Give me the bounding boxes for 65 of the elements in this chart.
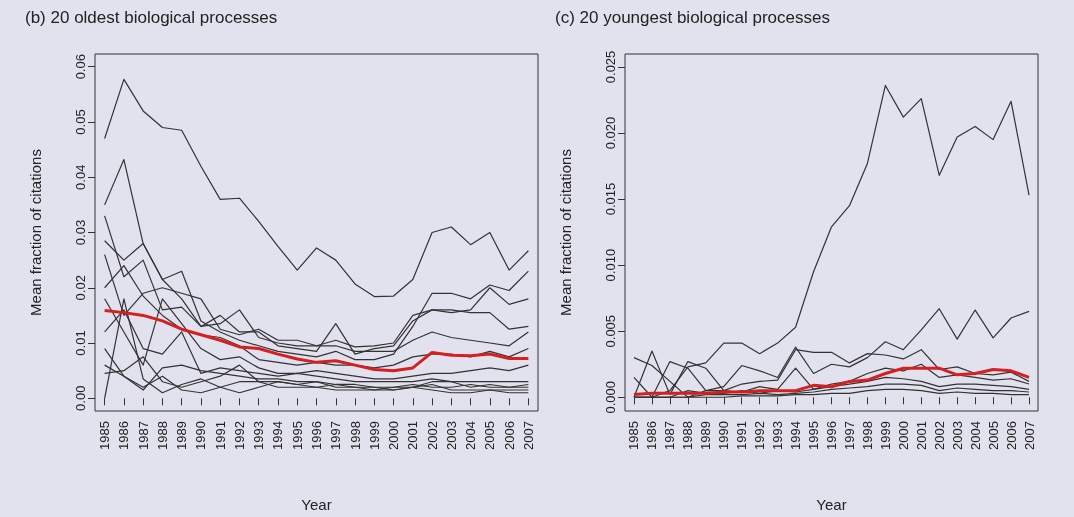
- x-tick-label: 1996: [824, 421, 839, 450]
- x-tick-label: 1994: [788, 421, 804, 450]
- y-tick-label: 0.06: [73, 54, 88, 80]
- x-tick-label: 2001: [913, 421, 929, 450]
- x-tick-label: 1992: [752, 421, 768, 450]
- x-tick-label: 1999: [877, 421, 893, 450]
- x-tick-label: 1987: [135, 421, 151, 450]
- y-tick-label: 0.01: [73, 330, 88, 356]
- x-tick-label: 2006: [1003, 421, 1019, 450]
- x-tick-label: 1988: [154, 421, 170, 450]
- x-tick-label: 1993: [251, 421, 267, 450]
- x-tick-label: 1997: [841, 421, 857, 450]
- y-tick-label: 0.010: [603, 248, 618, 282]
- x-tick-label: 2002: [424, 421, 440, 450]
- x-tick-label: 1995: [289, 421, 305, 450]
- x-tick-label: 1991: [212, 421, 228, 450]
- x-tick-label: 2003: [949, 421, 965, 450]
- y-tick-label: 0.02: [73, 275, 88, 301]
- y-tick-label: 0.05: [73, 109, 88, 135]
- x-tick-label: 1986: [644, 421, 660, 450]
- x-tick-label: 2005: [482, 421, 498, 450]
- x-tick-label: 1988: [680, 421, 696, 450]
- x-tick-label: 2005: [985, 421, 1001, 450]
- x-tick-label: 1992: [231, 421, 247, 450]
- x-axis-title: Year: [301, 496, 332, 513]
- chart-title: (c) 20 youngest biological processes: [555, 8, 830, 27]
- y-axis-title: Mean fraction of citations: [27, 149, 44, 316]
- x-tick-label: 1998: [347, 421, 363, 450]
- x-tick-label: 2003: [443, 421, 459, 450]
- x-tick-label: 2000: [386, 421, 402, 450]
- y-tick-label: 0.005: [603, 314, 618, 348]
- x-tick-label: 1998: [859, 421, 875, 450]
- y-tick-label: 0.04: [73, 164, 88, 190]
- x-tick-label: 1985: [626, 421, 642, 450]
- x-tick-label: 1996: [309, 421, 324, 450]
- x-tick-label: 1993: [770, 421, 786, 450]
- x-tick-label: 1986: [116, 421, 132, 450]
- x-tick-label: 2004: [463, 421, 479, 450]
- x-tick-label: 2004: [967, 421, 983, 450]
- y-tick-label: 0.00: [73, 385, 88, 411]
- x-tick-label: 2007: [520, 421, 536, 450]
- y-tick-label: 0.015: [603, 182, 618, 216]
- x-tick-label: 1997: [328, 421, 344, 450]
- x-tick-label: 2007: [1021, 421, 1037, 450]
- y-axis-title: Mean fraction of citations: [557, 149, 574, 316]
- x-tick-label: 1989: [698, 421, 714, 450]
- x-tick-label: 2000: [895, 421, 911, 450]
- x-tick-label: 1994: [270, 421, 286, 450]
- y-tick-label: 0.000: [603, 380, 618, 414]
- x-tick-label: 1987: [662, 421, 678, 450]
- x-tick-label: 2002: [931, 421, 947, 450]
- x-tick-label: 1999: [366, 421, 382, 450]
- y-tick-label: 0.025: [603, 50, 618, 84]
- x-tick-label: 2001: [405, 421, 421, 450]
- x-tick-label: 1989: [174, 421, 190, 450]
- x-tick-label: 1985: [97, 421, 113, 450]
- x-tick-label: 1991: [734, 421, 750, 450]
- x-tick-label: 1990: [193, 421, 209, 450]
- y-tick-label: 0.020: [603, 116, 618, 150]
- chart-title: (b) 20 oldest biological processes: [25, 8, 278, 27]
- x-tick-label: 1995: [806, 421, 822, 450]
- x-tick-label: 1990: [716, 421, 732, 450]
- y-tick-label: 0.03: [73, 219, 88, 246]
- x-tick-label: 2006: [501, 421, 517, 450]
- x-axis-title: Year: [816, 496, 847, 513]
